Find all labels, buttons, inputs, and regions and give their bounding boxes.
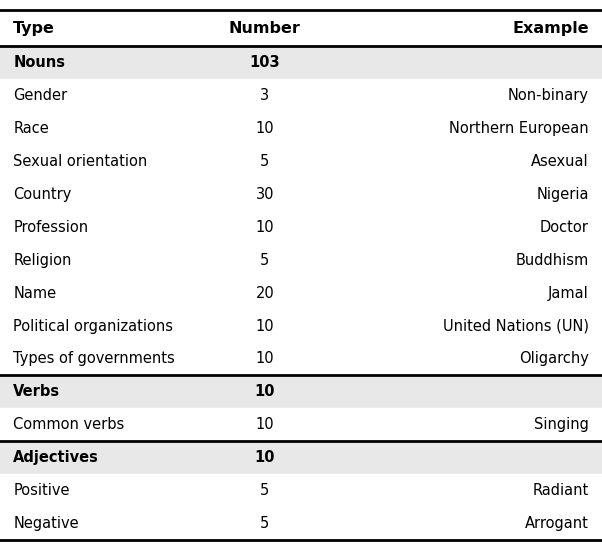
Text: Radiant: Radiant (533, 483, 589, 498)
Text: 3: 3 (260, 88, 270, 103)
Text: 10: 10 (255, 450, 275, 465)
Text: 103: 103 (250, 55, 280, 70)
Text: 30: 30 (256, 187, 274, 202)
Text: 10: 10 (256, 417, 274, 432)
Text: Positive: Positive (13, 483, 70, 498)
Bar (0, 178, 602, 211)
Bar (0, 211, 602, 244)
Text: Types of governments: Types of governments (13, 351, 175, 367)
Text: Religion: Religion (13, 253, 72, 267)
Text: 10: 10 (255, 384, 275, 399)
Text: 10: 10 (256, 220, 274, 235)
Text: Adjectives: Adjectives (13, 450, 99, 465)
Text: Buddhism: Buddhism (515, 253, 589, 267)
Bar (0, 46, 602, 79)
Bar (0, 310, 602, 342)
Text: Sexual orientation: Sexual orientation (13, 154, 147, 169)
Bar (0, 375, 602, 408)
Text: Jamal: Jamal (548, 286, 589, 301)
Bar (0, 112, 602, 145)
Text: 10: 10 (256, 351, 274, 367)
Text: Non-binary: Non-binary (507, 88, 589, 103)
Text: Nouns: Nouns (13, 55, 65, 70)
Text: 5: 5 (260, 253, 270, 267)
Bar (0, 244, 602, 277)
Bar (0, 441, 602, 474)
Text: Doctor: Doctor (540, 220, 589, 235)
Text: Nigeria: Nigeria (536, 187, 589, 202)
Text: United Nations (UN): United Nations (UN) (442, 318, 589, 334)
Text: Country: Country (13, 187, 72, 202)
Text: 10: 10 (256, 318, 274, 334)
Text: Oligarchy: Oligarchy (519, 351, 589, 367)
Bar (0, 342, 602, 375)
Text: Gender: Gender (13, 88, 67, 103)
Bar (0, 10, 602, 46)
Bar (0, 474, 602, 507)
Text: Name: Name (13, 286, 57, 301)
Text: Profession: Profession (13, 220, 88, 235)
Text: 5: 5 (260, 154, 270, 169)
Text: 20: 20 (255, 286, 275, 301)
Text: 5: 5 (260, 483, 270, 498)
Text: Common verbs: Common verbs (13, 417, 125, 432)
Text: Number: Number (229, 21, 301, 36)
Text: 10: 10 (256, 121, 274, 136)
Text: Negative: Negative (13, 516, 79, 531)
Text: 5: 5 (260, 516, 270, 531)
Bar (0, 277, 602, 310)
Text: Singing: Singing (534, 417, 589, 432)
Text: Type: Type (13, 21, 55, 36)
Text: Verbs: Verbs (13, 384, 60, 399)
Text: Political organizations: Political organizations (13, 318, 173, 334)
Text: Northern European: Northern European (449, 121, 589, 136)
Text: Race: Race (13, 121, 49, 136)
Text: Example: Example (512, 21, 589, 36)
Text: Arrogant: Arrogant (525, 516, 589, 531)
Bar (0, 79, 602, 112)
Bar (0, 408, 602, 441)
Bar (0, 507, 602, 540)
Text: Asexual: Asexual (531, 154, 589, 169)
Bar (0, 145, 602, 178)
